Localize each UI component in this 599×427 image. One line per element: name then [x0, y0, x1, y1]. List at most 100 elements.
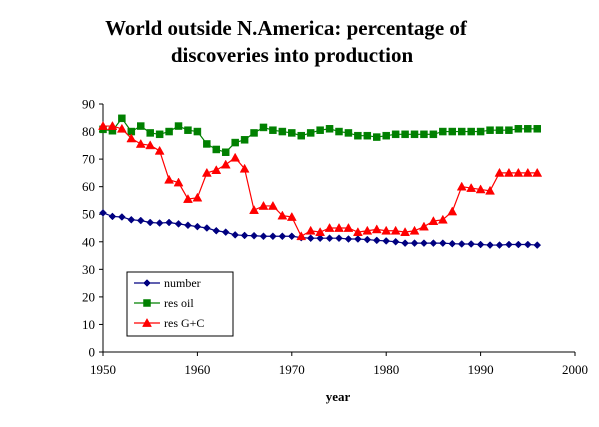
y-tick-labels: 0 10 20 30 40 50 60 70 80 90	[82, 97, 95, 360]
data-point-res-oil	[363, 131, 372, 140]
y-tick-label: 60	[82, 179, 95, 194]
data-point-number	[240, 231, 249, 240]
data-point-res-oil	[193, 127, 202, 136]
data-point-res-oil	[467, 127, 475, 136]
data-point-res-oil	[288, 129, 296, 137]
data-point-number	[344, 235, 353, 243]
data-point-res-g-c	[258, 200, 269, 210]
data-point-res-g-c	[532, 167, 543, 177]
data-point-res-g-c	[371, 224, 382, 234]
data-point-number	[429, 239, 438, 248]
data-point-number	[250, 231, 258, 240]
x-tick-label: 1990	[468, 362, 494, 377]
data-point-number	[363, 235, 372, 244]
data-point-res-oil	[410, 130, 419, 139]
data-point-res-g-c	[135, 138, 146, 148]
data-point-res-g-c	[409, 225, 420, 235]
data-point-res-g-c	[211, 165, 222, 174]
data-point-res-g-c	[173, 177, 184, 187]
data-point-res-g-c	[390, 225, 401, 235]
data-point-number	[259, 232, 268, 241]
data-point-res-g-c	[513, 167, 524, 177]
data-point-number	[306, 234, 315, 243]
x-axis-title: year	[326, 389, 351, 404]
data-point-res-g-c	[267, 200, 278, 210]
data-point-res-g-c	[220, 159, 231, 169]
data-point-res-g-c	[277, 210, 288, 220]
data-point-res-oil	[391, 130, 400, 139]
legend-swatch-marker	[143, 279, 151, 287]
data-point-number	[448, 239, 457, 248]
data-point-res-g-c	[183, 194, 193, 203]
data-point-res-g-c	[522, 167, 533, 177]
data-point-number	[372, 236, 381, 245]
data-point-res-g-c	[98, 121, 108, 130]
data-point-res-g-c	[230, 152, 241, 162]
data-point-number	[231, 231, 240, 239]
data-point-number	[523, 240, 532, 249]
data-point-res-g-c	[107, 121, 118, 130]
data-point-res-g-c	[116, 123, 127, 133]
legend-label: res oil	[164, 296, 194, 310]
data-point-number	[420, 239, 428, 248]
data-point-res-g-c	[419, 221, 429, 231]
legend-item-number: number	[134, 276, 201, 290]
data-point-number	[212, 226, 221, 235]
legend-swatch-marker	[143, 299, 151, 307]
data-point-number	[127, 215, 136, 224]
data-point-number	[278, 232, 287, 241]
y-tick-label: 50	[82, 207, 95, 222]
data-point-number	[354, 235, 362, 243]
x-tick-label: 1980	[373, 362, 399, 377]
y-tick-label: 40	[82, 234, 95, 249]
data-point-res-g-c	[249, 205, 259, 214]
data-point-res-oil	[429, 130, 438, 139]
data-point-res-oil	[486, 126, 494, 134]
data-point-res-g-c	[494, 167, 505, 177]
data-point-number	[486, 241, 494, 249]
data-point-res-g-c	[503, 167, 514, 177]
data-point-res-g-c	[475, 184, 486, 194]
legend-item-res-g-c: res G+C	[134, 316, 204, 330]
data-point-number	[476, 240, 485, 249]
data-point-number	[118, 213, 126, 221]
y-tick-label: 90	[82, 97, 95, 112]
data-point-res-oil	[278, 127, 287, 136]
legend-item-res-oil: res oil	[134, 296, 194, 310]
data-point-res-oil	[420, 130, 428, 139]
data-point-number	[382, 237, 391, 245]
data-point-res-oil	[448, 127, 457, 136]
legend-label: number	[164, 276, 201, 290]
data-point-res-g-c	[466, 183, 477, 192]
data-point-res-oil	[203, 140, 211, 148]
data-point-res-g-c	[485, 185, 495, 195]
series-res-g-c	[98, 121, 543, 241]
x-tick-labels: 1950 1960 1970 1980 1990 2000	[90, 362, 588, 377]
legend-swatch-marker	[142, 317, 152, 327]
data-point-res-oil	[335, 127, 343, 136]
series-layer	[98, 114, 543, 249]
data-point-number	[401, 239, 409, 248]
data-point-res-oil	[476, 127, 485, 136]
y-tick-label: 80	[82, 124, 95, 139]
data-point-res-oil	[401, 130, 409, 139]
data-point-res-oil	[221, 148, 230, 156]
data-point-number	[391, 237, 400, 246]
axes	[99, 103, 576, 356]
data-point-res-oil	[505, 126, 513, 134]
data-point-res-oil	[137, 122, 145, 130]
data-point-res-g-c	[192, 192, 203, 202]
data-point-res-oil	[457, 127, 466, 136]
data-point-res-oil	[495, 126, 504, 134]
data-point-number	[136, 216, 145, 225]
data-point-res-g-c	[164, 174, 175, 184]
data-point-res-oil	[118, 114, 126, 123]
data-point-res-g-c	[456, 181, 467, 191]
data-point-res-g-c	[343, 222, 354, 232]
data-point-res-g-c	[381, 225, 392, 235]
data-point-res-oil	[439, 127, 447, 136]
legend-items: number res oil res G+C	[134, 276, 204, 330]
data-point-number	[316, 234, 324, 243]
series-res-oil	[99, 114, 541, 156]
data-point-res-oil	[514, 125, 523, 133]
